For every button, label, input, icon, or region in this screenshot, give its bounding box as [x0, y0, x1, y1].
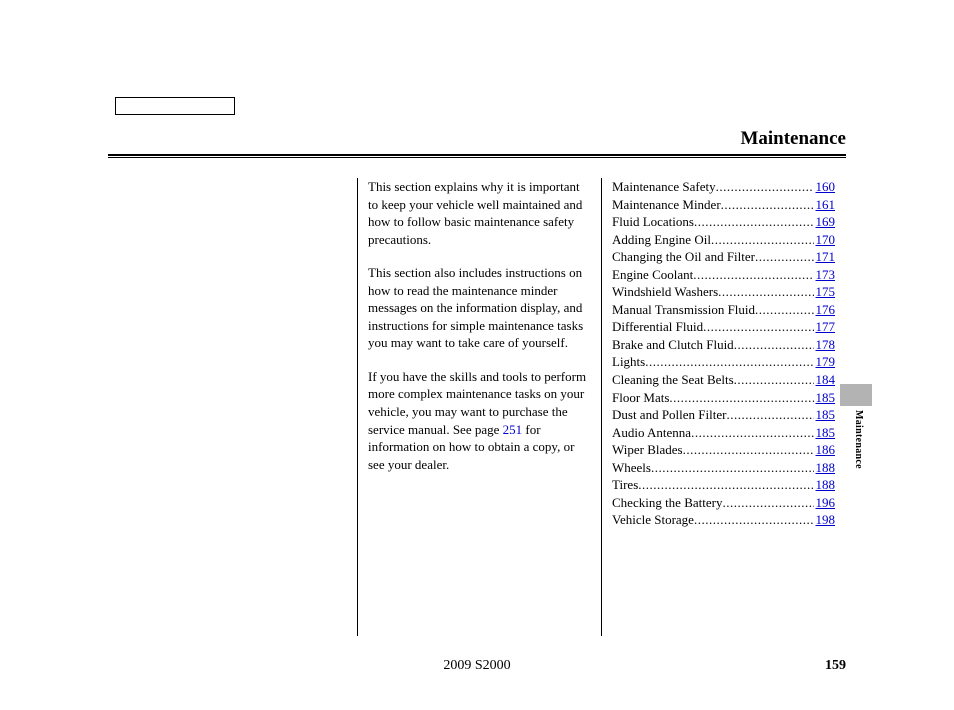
toc-page-link[interactable]: 186	[814, 441, 836, 459]
toc-row: Wiper Blades 186	[612, 441, 835, 459]
toc-page-link[interactable]: 171	[814, 248, 836, 266]
toc-page-link[interactable]: 160	[814, 178, 836, 196]
toc-label: Engine Coolant	[612, 266, 693, 284]
toc-leader-dots	[694, 511, 814, 529]
toc-leader-dots	[718, 283, 813, 301]
toc-row: Cleaning the Seat Belts 184	[612, 371, 835, 389]
toc-page-link[interactable]: 169	[814, 213, 836, 231]
toc-leader-dots	[734, 336, 814, 354]
toc-page-link[interactable]: 185	[814, 406, 836, 424]
toc-row: Windshield Washers 175	[612, 283, 835, 301]
toc-row: Lights 179	[612, 353, 835, 371]
toc-page-link[interactable]: 175	[814, 283, 836, 301]
toc-page-link[interactable]: 170	[814, 231, 836, 249]
footer-page-number: 159	[825, 658, 846, 674]
toc-leader-dots	[638, 476, 813, 494]
toc-label: Tires	[612, 476, 638, 494]
toc-label: Audio Antenna	[612, 424, 691, 442]
toc-page-link[interactable]: 176	[814, 301, 836, 319]
toc-page-link[interactable]: 178	[814, 336, 836, 354]
toc-row: Maintenance Minder 161	[612, 196, 835, 214]
divider-thick	[108, 154, 846, 156]
page-link-251[interactable]: 251	[503, 422, 523, 437]
toc-row: Fluid Locations 169	[612, 213, 835, 231]
toc-row: Audio Antenna 185	[612, 424, 835, 442]
toc-leader-dots	[755, 301, 813, 319]
toc-page-link[interactable]: 188	[814, 476, 836, 494]
intro-p3-before: If you have the skills and tools to perf…	[368, 369, 586, 437]
toc-label: Lights	[612, 353, 645, 371]
toc-leader-dots	[683, 441, 814, 459]
section-tab	[840, 384, 872, 406]
content-columns: This section explains why it is importan…	[357, 178, 845, 636]
toc-page-link[interactable]: 161	[814, 196, 836, 214]
toc-row: Differential Fluid 177	[612, 318, 835, 336]
section-tab-label: Maintenance	[853, 410, 864, 469]
toc-row: Maintenance Safety 160	[612, 178, 835, 196]
toc-page-link[interactable]: 185	[814, 389, 836, 407]
page-header: Maintenance	[108, 128, 846, 158]
footer-model-year: 2009 S2000	[0, 658, 954, 674]
toc-label: Vehicle Storage	[612, 511, 694, 529]
toc-leader-dots	[716, 178, 814, 196]
toc-label: Wiper Blades	[612, 441, 683, 459]
toc-page-link[interactable]: 185	[814, 424, 836, 442]
toc-row: Checking the Battery 196	[612, 494, 835, 512]
toc-page-link[interactable]: 196	[814, 494, 836, 512]
toc-leader-dots	[703, 318, 813, 336]
toc-row: Wheels 188	[612, 459, 835, 477]
toc-row: Vehicle Storage 198	[612, 511, 835, 529]
toc-list: Maintenance Safety 160 Maintenance Minder 1…	[612, 178, 835, 529]
divider-thin	[108, 157, 846, 158]
toc-leader-dots	[694, 213, 814, 231]
toc-page-link[interactable]: 177	[814, 318, 836, 336]
toc-label: Dust and Pollen Filter	[612, 406, 726, 424]
toc-leader-dots	[669, 389, 813, 407]
toc-label: Windshield Washers	[612, 283, 718, 301]
section-title: Maintenance	[108, 128, 846, 154]
toc-leader-dots	[645, 353, 813, 371]
toc-label: Brake and Clutch Fluid	[612, 336, 734, 354]
intro-column: This section explains why it is importan…	[357, 178, 601, 636]
toc-label: Manual Transmission Fluid	[612, 301, 755, 319]
toc-leader-dots	[721, 196, 814, 214]
toc-label: Cleaning the Seat Belts	[612, 371, 734, 389]
toc-label: Wheels	[612, 459, 651, 477]
toc-row: Tires 188	[612, 476, 835, 494]
intro-paragraph-3: If you have the skills and tools to perf…	[368, 368, 591, 473]
toc-row: Changing the Oil and Filter 171	[612, 248, 835, 266]
toc-row: Brake and Clutch Fluid 178	[612, 336, 835, 354]
toc-label: Changing the Oil and Filter	[612, 248, 755, 266]
toc-page-link[interactable]: 173	[814, 266, 836, 284]
toc-row: Engine Coolant 173	[612, 266, 835, 284]
toc-leader-dots	[711, 231, 814, 249]
toc-row: Floor Mats 185	[612, 389, 835, 407]
toc-page-link[interactable]: 179	[814, 353, 836, 371]
toc-row: Adding Engine Oil 170	[612, 231, 835, 249]
search-input[interactable]	[115, 97, 235, 115]
toc-leader-dots	[734, 371, 814, 389]
toc-leader-dots	[726, 406, 813, 424]
toc-leader-dots	[693, 266, 813, 284]
toc-page-link[interactable]: 184	[814, 371, 836, 389]
intro-paragraph-2: This section also includes instructions …	[368, 264, 591, 352]
toc-page-link[interactable]: 198	[814, 511, 836, 529]
toc-label: Fluid Locations	[612, 213, 694, 231]
toc-column: Maintenance Safety 160 Maintenance Minder 1…	[601, 178, 845, 636]
toc-leader-dots	[722, 494, 813, 512]
toc-leader-dots	[691, 424, 813, 442]
intro-paragraph-1: This section explains why it is importan…	[368, 178, 591, 248]
toc-row: Manual Transmission Fluid 176	[612, 301, 835, 319]
toc-leader-dots	[755, 248, 814, 266]
toc-label: Checking the Battery	[612, 494, 722, 512]
toc-label: Differential Fluid	[612, 318, 703, 336]
toc-label: Maintenance Safety	[612, 178, 716, 196]
toc-label: Maintenance Minder	[612, 196, 721, 214]
toc-page-link[interactable]: 188	[814, 459, 836, 477]
toc-leader-dots	[651, 459, 814, 477]
toc-row: Dust and Pollen Filter 185	[612, 406, 835, 424]
toc-label: Floor Mats	[612, 389, 669, 407]
toc-label: Adding Engine Oil	[612, 231, 711, 249]
